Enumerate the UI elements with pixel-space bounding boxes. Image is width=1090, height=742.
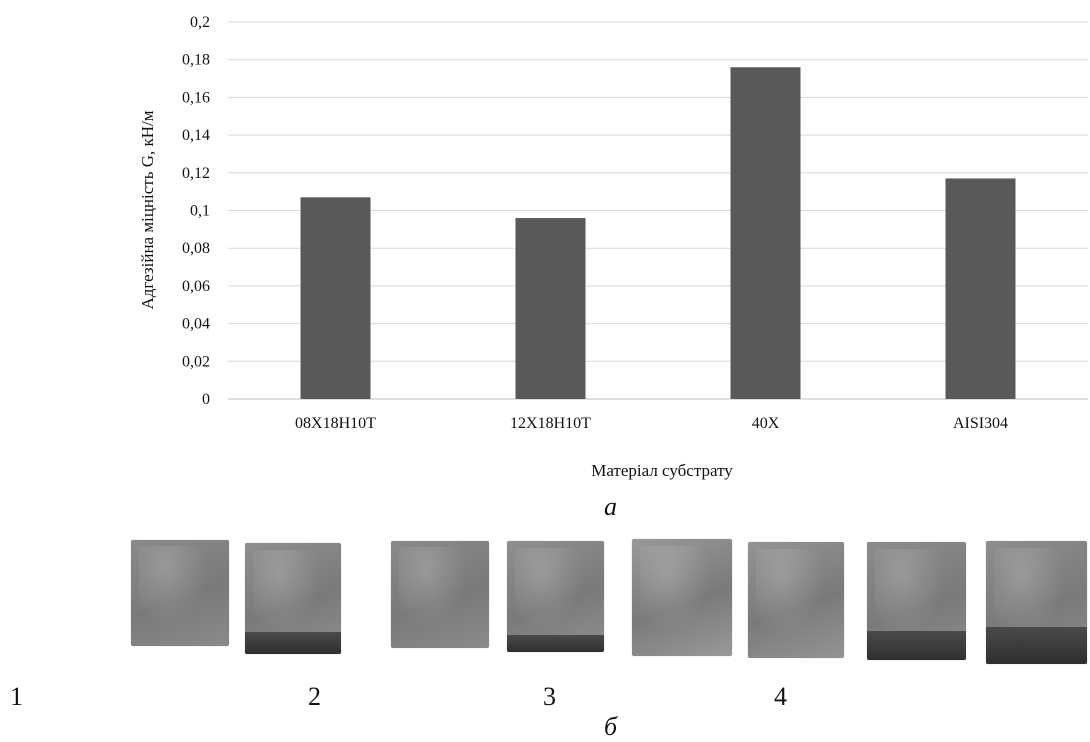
x-tick-label: 08Х18Н10Т bbox=[295, 415, 376, 432]
panel-a-label: а bbox=[604, 492, 617, 521]
bar-chart: 00,020,040,060,080,10,120,140,160,180,2 … bbox=[138, 14, 1088, 480]
bars bbox=[300, 67, 1016, 400]
y-tick-label: 0,04 bbox=[182, 316, 210, 333]
y-tick-label: 0,06 bbox=[182, 278, 210, 295]
sample-photo bbox=[131, 540, 229, 646]
x-tick-label: 40Х bbox=[752, 415, 780, 432]
sample-number-4: 4 bbox=[774, 682, 787, 711]
y-tick-labels: 0 0,02 0,04 0,06 0,08 0,1 0,12 0,14 0,16 0,18 0,2 bbox=[182, 14, 210, 408]
bar-0 bbox=[300, 197, 371, 399]
sample-number-2: 2 bbox=[308, 682, 321, 711]
bar-2 bbox=[730, 67, 801, 400]
sample-photo bbox=[748, 542, 844, 658]
y-tick-label: 0,16 bbox=[182, 89, 210, 106]
y-axis-label: Адгезійна міцність G, кН/м bbox=[138, 110, 157, 309]
y-tick-label: 0,12 bbox=[182, 165, 210, 182]
x-tick-labels: 08Х18Н10Т 12Х18Н10Т 40Х AISI304 bbox=[295, 415, 1008, 432]
x-tick-label: AISI304 bbox=[953, 415, 1008, 432]
sample-photo bbox=[507, 541, 604, 652]
y-tick-label: 0,02 bbox=[182, 353, 210, 370]
y-tick-label: 0,18 bbox=[182, 52, 210, 69]
panel-b-label: б bbox=[604, 712, 618, 741]
sample-photo bbox=[867, 542, 966, 660]
sample-photo bbox=[391, 541, 489, 648]
x-axis-label: Матеріал субстрату bbox=[591, 461, 733, 480]
y-tick-label: 0 bbox=[202, 391, 210, 408]
gridlines bbox=[228, 21, 1088, 400]
sample-photo bbox=[986, 541, 1087, 664]
bar-3 bbox=[945, 178, 1016, 399]
sample-photo bbox=[245, 543, 341, 654]
sample-number-3: 3 bbox=[543, 682, 556, 711]
y-tick-label: 0,1 bbox=[190, 203, 210, 220]
bar-1 bbox=[515, 218, 586, 399]
sample-photo bbox=[632, 539, 732, 656]
sample-number-1: 1 bbox=[10, 682, 23, 711]
x-tick-label: 12Х18Н10Т bbox=[510, 415, 591, 432]
y-tick-label: 0,14 bbox=[182, 127, 210, 144]
y-tick-label: 0,2 bbox=[190, 14, 210, 31]
y-tick-label: 0,08 bbox=[182, 240, 210, 257]
